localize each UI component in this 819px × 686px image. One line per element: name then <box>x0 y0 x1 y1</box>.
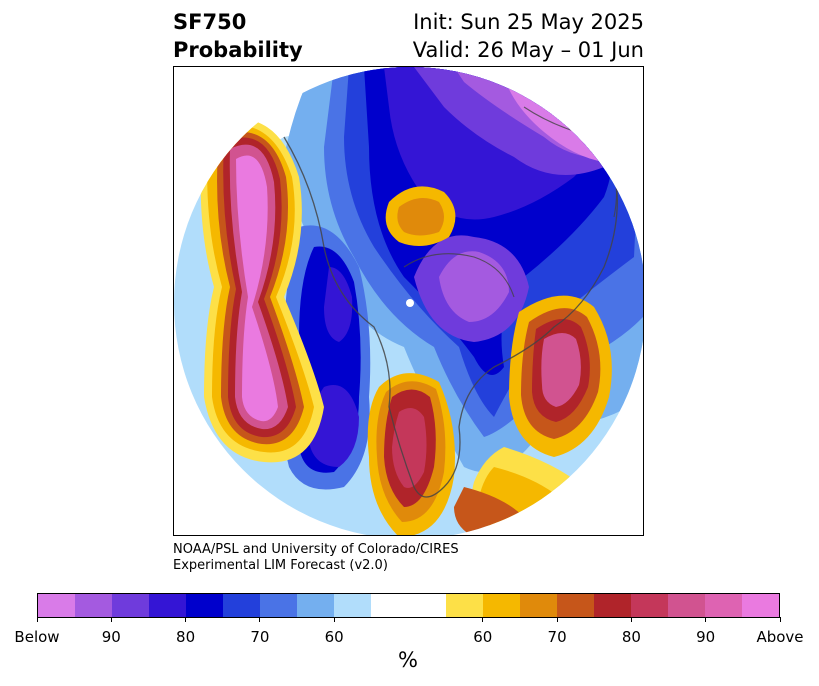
colorbar-segment <box>556 594 594 617</box>
colorbar-segment <box>741 594 779 617</box>
colorbar-tick-mark <box>482 617 484 622</box>
colorbar-segment <box>334 594 372 617</box>
title-variable: SF750 <box>173 10 247 34</box>
colorbar-segment <box>371 594 409 617</box>
colorbar-tick-label: 60 <box>473 628 493 646</box>
colorbar-segment <box>482 594 520 617</box>
colorbar-tick-label: 80 <box>621 628 641 646</box>
forecast-dates: Init: Sun 25 May 2025 Valid: 26 May – 01… <box>413 8 644 64</box>
colorbar-tick-mark <box>556 617 558 622</box>
colorbar-tick-label: Above <box>756 628 804 646</box>
colorbar-segment <box>186 594 224 617</box>
colorbar-tick-label: 90 <box>696 628 716 646</box>
colorbar-segment <box>704 594 742 617</box>
colorbar-segment <box>112 594 150 617</box>
colorbar-segment <box>408 594 446 617</box>
valid-range: Valid: 26 May – 01 Jun <box>412 38 644 62</box>
colorbar-tick-mark <box>259 617 261 622</box>
colorbar-tick-label: 90 <box>101 628 121 646</box>
colorbar-segment <box>149 594 187 617</box>
colorbar-unit: % <box>398 648 418 672</box>
colorbar-segment <box>297 594 335 617</box>
colorbar-tick-mark <box>110 617 112 622</box>
colorbar-tick-label: Below <box>14 628 60 646</box>
probability-map <box>173 66 644 536</box>
title-quantity: Probability <box>173 38 303 62</box>
colorbar-tick-label: 70 <box>250 628 270 646</box>
colorbar-tick-mark <box>779 617 781 622</box>
colorbar-tick-label: 70 <box>547 628 567 646</box>
colorbar-tick-label: 60 <box>324 628 344 646</box>
colorbar-tick-mark <box>705 617 707 622</box>
colorbar-segment <box>630 594 668 617</box>
colorbar-segment <box>260 594 298 617</box>
credit-text: NOAA/PSL and University of Colorado/CIRE… <box>173 542 459 574</box>
colorbar-segment <box>593 594 631 617</box>
colorbar-segment <box>38 594 76 617</box>
colorbar-segment <box>519 594 557 617</box>
colorbar-segment <box>223 594 261 617</box>
init-date: Init: Sun 25 May 2025 <box>413 10 644 34</box>
plot-title: SF750 Probability <box>173 8 303 64</box>
colorbar-tick-mark <box>333 617 335 622</box>
credit-line-1: NOAA/PSL and University of Colorado/CIRE… <box>173 542 459 557</box>
colorbar-segment <box>667 594 705 617</box>
colorbar-tick-mark <box>630 617 632 622</box>
map-canvas <box>174 67 643 535</box>
colorbar-tick-label: 80 <box>176 628 196 646</box>
colorbar-tick-mark <box>36 617 38 622</box>
colorbar-segment <box>75 594 113 617</box>
credit-line-2: Experimental LIM Forecast (v2.0) <box>173 558 388 573</box>
colorbar-tick-mark <box>185 617 187 622</box>
colorbar <box>37 593 780 618</box>
colorbar-segment <box>445 594 483 617</box>
